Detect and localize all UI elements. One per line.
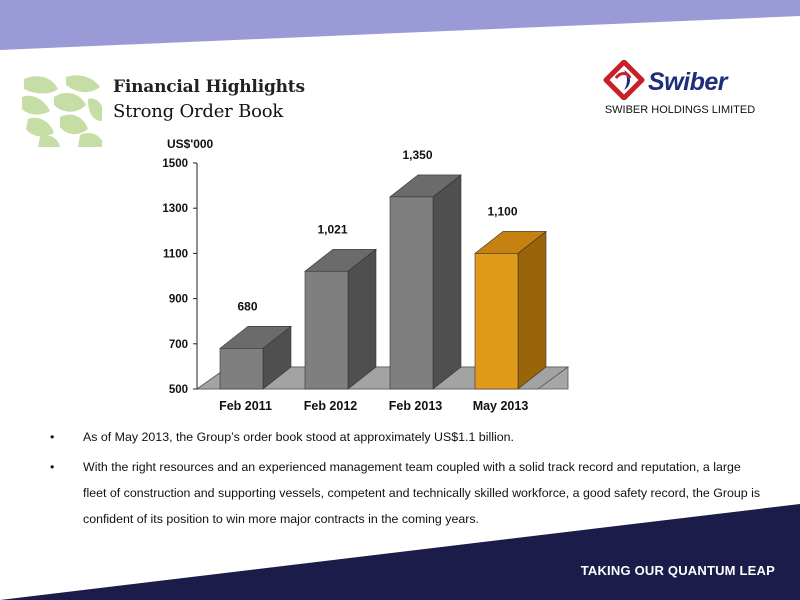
bullet-dot: •: [50, 460, 55, 474]
bar-value-label: 1,100: [487, 204, 517, 218]
y-tick-label: 1500: [162, 158, 188, 170]
chart-y-axis: [193, 162, 198, 390]
brand-name: Swiber: [648, 68, 727, 96]
bullet-text: As of May 2013, the Group’s order book s…: [83, 430, 514, 444]
y-tick-label: 1300: [162, 203, 188, 215]
order-book-chart: 500 700 900 1100 1300 1500 US$'000 680 Feb 2011 1…: [162, 137, 570, 413]
bullet-dot: •: [50, 430, 55, 444]
bar-value-label: 1,021: [317, 222, 347, 236]
chart-bars: [219, 174, 547, 390]
bullet-text: With the right resources and an experien…: [83, 460, 761, 526]
leaf-pattern-icon: [22, 75, 102, 147]
bar-side: [347, 248, 377, 390]
footer-tagline: TAKING OUR QUANTUM LEAP: [580, 563, 775, 578]
bullet-item: • With the right resources and an experi…: [46, 454, 766, 532]
bottom-band: [0, 504, 800, 600]
page-subtitle: Strong Order Book: [113, 101, 284, 122]
chart-labels: 500 700 900 1100 1300 1500 US$'000 680 Feb 2011 1…: [162, 137, 528, 413]
x-category-label: Feb 2011: [219, 399, 272, 413]
y-tick-label: 700: [169, 339, 188, 351]
x-category-label: Feb 2012: [304, 399, 358, 413]
y-axis-title: US$'000: [167, 137, 214, 151]
bar: [219, 348, 264, 390]
bar: [304, 270, 349, 390]
bar: [389, 196, 434, 390]
bar: [474, 253, 519, 390]
y-tick-label: 1100: [163, 248, 188, 260]
top-band: [0, 0, 800, 50]
bar-side: [432, 174, 462, 390]
bar-value-label: 680: [237, 299, 257, 313]
bar-side: [517, 230, 547, 390]
x-category-label: Feb 2013: [389, 399, 443, 413]
bar-value-label: 1,350: [402, 148, 432, 162]
bullet-list: • As of May 2013, the Group’s order book…: [46, 424, 766, 536]
page-title: Financial Highlights: [113, 77, 305, 97]
bullet-item: • As of May 2013, the Group’s order book…: [46, 424, 766, 450]
swiber-logo-icon: [603, 60, 645, 100]
y-tick-label: 900: [169, 294, 188, 306]
company-name: SWIBER HOLDINGS LIMITED: [604, 104, 756, 116]
y-tick-label: 500: [169, 384, 188, 396]
x-category-label: May 2013: [473, 399, 529, 413]
